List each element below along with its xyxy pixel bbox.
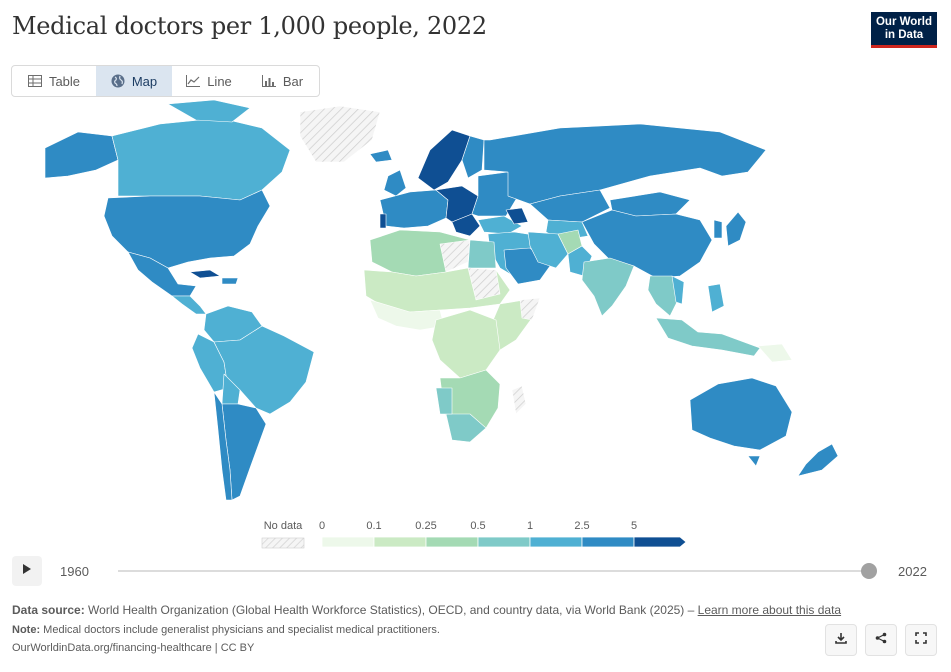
region-india[interactable] <box>581 257 635 317</box>
tab-line[interactable]: Line <box>172 66 246 96</box>
logo-line-1: Our World <box>875 16 932 28</box>
legend-bin-1[interactable] <box>373 536 427 548</box>
globe-icon <box>111 74 125 88</box>
timeline-handle[interactable] <box>861 563 877 579</box>
tab-map[interactable]: Map <box>96 66 172 96</box>
region-sudan <box>467 267 501 301</box>
region-brazil[interactable] <box>213 325 315 415</box>
view-tabs: Table Map Line Bar <box>11 65 320 97</box>
timeline-start-year: 1960 <box>60 564 89 579</box>
play-button[interactable] <box>12 556 42 586</box>
note-line: Note: Medical doctors include generalist… <box>12 624 440 636</box>
region-caribbean[interactable] <box>221 277 239 285</box>
region-chile[interactable] <box>213 391 233 501</box>
no-data-swatch <box>261 537 305 549</box>
tab-bar[interactable]: Bar <box>246 66 319 96</box>
region-vietnam[interactable] <box>671 275 685 305</box>
region-greenland <box>299 105 381 163</box>
tab-map-label: Map <box>131 73 158 89</box>
region-tasmania[interactable] <box>747 455 761 467</box>
legend: No data 0 0.1 0.25 0.5 1 2.5 5 <box>0 516 951 552</box>
play-icon <box>22 562 32 580</box>
download-icon <box>835 631 847 649</box>
region-iceland[interactable] <box>369 149 393 163</box>
region-papua[interactable] <box>757 343 793 363</box>
region-korea[interactable] <box>713 219 723 239</box>
region-china[interactable] <box>581 209 713 279</box>
fullscreen-icon <box>915 631 927 649</box>
legend-bin-0[interactable] <box>321 536 375 548</box>
source-url[interactable]: OurWorldinData.org/financing-healthcare … <box>12 642 255 654</box>
region-central-america[interactable] <box>171 295 207 315</box>
region-cuba[interactable] <box>189 269 221 279</box>
region-somalia <box>519 297 541 321</box>
region-western-europe[interactable] <box>379 189 449 229</box>
legend-tick-3: 0.5 <box>470 520 486 532</box>
region-russia[interactable] <box>483 123 767 205</box>
region-japan[interactable] <box>725 211 747 247</box>
tab-table[interactable]: Table <box>12 66 96 96</box>
region-balkans[interactable] <box>451 213 481 237</box>
tab-table-label: Table <box>48 73 81 89</box>
logo-line-2: in Data <box>884 29 924 41</box>
region-alaska[interactable] <box>44 131 119 179</box>
region-philippines[interactable] <box>707 283 725 313</box>
region-indonesia[interactable] <box>655 317 761 357</box>
share-icon <box>875 631 887 649</box>
legend-tick-0: 0 <box>318 520 326 532</box>
timeline-track[interactable] <box>118 570 870 572</box>
fullscreen-button[interactable] <box>905 624 937 656</box>
region-portugal[interactable] <box>379 213 387 229</box>
bar-chart-icon <box>261 75 276 87</box>
region-libya <box>439 239 471 273</box>
legend-bin-3[interactable] <box>477 536 531 548</box>
note-text: Medical doctors include generalist physi… <box>43 624 440 636</box>
legend-swatches <box>261 536 687 549</box>
legend-tick-5: 2.5 <box>574 520 590 532</box>
region-australia[interactable] <box>689 377 793 451</box>
legend-tick-2: 0.25 <box>415 520 437 532</box>
legend-tick-4: 1 <box>526 520 534 532</box>
region-madagascar <box>511 385 527 415</box>
legend-tick-1: 0.1 <box>366 520 382 532</box>
chart-title: Medical doctors per 1,000 people, 2022 <box>12 12 487 40</box>
owid-logo[interactable]: Our World in Data <box>871 12 937 48</box>
legend-bin-6[interactable] <box>633 536 687 548</box>
region-new-zealand[interactable] <box>797 443 839 477</box>
region-namibia[interactable] <box>435 387 453 415</box>
region-canada[interactable] <box>111 117 291 201</box>
source-text: World Health Organization (Global Health… <box>88 603 695 617</box>
timeline-end-year: 2022 <box>898 564 927 579</box>
legend-bin-4[interactable] <box>529 536 583 548</box>
line-chart-icon <box>186 75 201 87</box>
region-canada-arctic[interactable] <box>167 100 251 123</box>
no-data-label: No data <box>263 520 303 532</box>
learn-more-link[interactable]: Learn more about this data <box>697 603 842 617</box>
world-map[interactable] <box>0 100 951 510</box>
download-button[interactable] <box>825 624 857 656</box>
region-turkey[interactable] <box>477 215 523 235</box>
tab-bar-label: Bar <box>282 73 304 89</box>
region-finland[interactable] <box>461 135 485 179</box>
table-icon <box>27 75 42 87</box>
region-egypt[interactable] <box>467 239 497 269</box>
source-label: Data source: <box>12 603 85 617</box>
note-label: Note: <box>12 624 41 636</box>
tab-line-label: Line <box>207 73 232 89</box>
share-button[interactable] <box>865 624 897 656</box>
data-source-line: Data source: World Health Organization (… <box>12 603 841 617</box>
region-mexico[interactable] <box>127 251 197 297</box>
region-west-africa[interactable] <box>369 299 445 331</box>
region-south-africa[interactable] <box>445 413 487 443</box>
legend-bin-5[interactable] <box>581 536 635 548</box>
region-central-africa[interactable] <box>431 309 501 379</box>
region-caucasus[interactable] <box>505 207 529 225</box>
region-uk-ireland[interactable] <box>383 169 407 197</box>
legend-tick-6: 5 <box>630 520 638 532</box>
legend-bin-2[interactable] <box>425 536 479 548</box>
region-united-states[interactable] <box>103 189 271 269</box>
